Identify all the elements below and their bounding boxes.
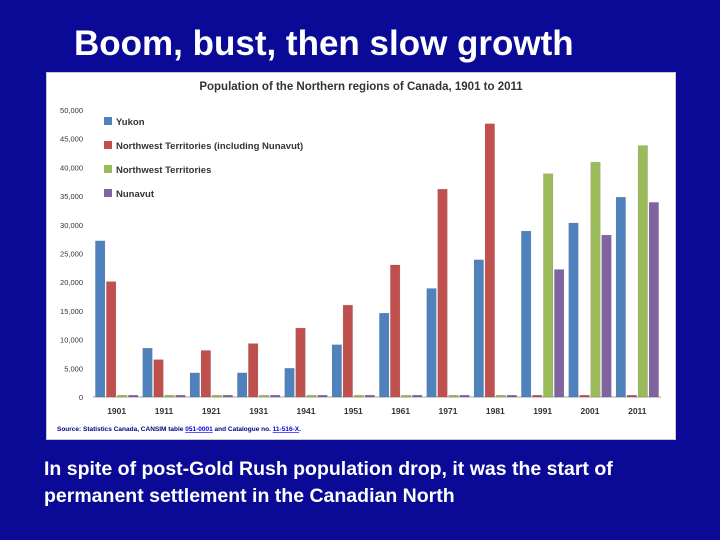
source-prefix: Source: Statistics Canada, CANSIM table <box>57 426 185 433</box>
bar-yukon-2001 <box>568 222 579 398</box>
legend-label: Northwest Territories (including Nunavut… <box>116 141 303 152</box>
bar-nunavut-1981 <box>506 394 517 398</box>
y-tick-label: 15,000 <box>60 307 83 316</box>
x-tick-label: 1921 <box>202 406 221 416</box>
bar-nunavut-1921 <box>222 394 233 398</box>
source-middle: and Catalogue no. <box>213 426 273 433</box>
bar-northwest-territories-1931 <box>259 394 270 398</box>
source-link-table[interactable]: 051-0001 <box>185 426 213 433</box>
bar-northwest-territories-including-nunavut-1911 <box>153 359 164 398</box>
bar-northwest-territories-1951 <box>353 394 364 398</box>
x-tick-label: 1981 <box>486 406 505 416</box>
bar-yukon-1981 <box>473 259 484 398</box>
y-tick-label: 50,000 <box>60 106 83 115</box>
legend-label: Northwest Territories <box>116 165 211 176</box>
x-tick-label: 1901 <box>107 406 126 416</box>
x-axis: 1901 1911 1921 1931 1941 1951 1961 1971 1981 1991… <box>107 406 647 416</box>
x-tick-label: 1911 <box>155 406 174 416</box>
legend-swatch <box>104 189 112 197</box>
bar-northwest-territories-including-nunavut-1971 <box>437 188 448 398</box>
bar-northwest-territories-including-nunavut-1931 <box>248 343 259 398</box>
legend-swatch <box>104 141 112 149</box>
bar-northwest-territories-2001 <box>590 161 601 398</box>
bar-nunavut-2011 <box>648 202 659 398</box>
bar-yukon-1991 <box>521 230 532 398</box>
bar-nunavut-1951 <box>364 394 375 398</box>
bar-nunavut-1941 <box>317 394 328 398</box>
bar-northwest-territories-including-nunavut-2011 <box>626 394 637 398</box>
y-tick-label: 20,000 <box>60 278 83 287</box>
bar-northwest-territories-1991 <box>543 173 554 398</box>
bar-nunavut-1971 <box>459 394 470 398</box>
x-tick-label: 2011 <box>628 406 647 416</box>
bar-northwest-territories-including-nunavut-1941 <box>295 327 306 398</box>
bar-nunavut-1911 <box>175 394 186 398</box>
bar-northwest-territories-1981 <box>495 394 506 398</box>
y-tick-label: 45,000 <box>60 135 83 144</box>
legend-label: Nunavut <box>116 189 155 200</box>
bar-yukon-1971 <box>426 288 437 398</box>
source-suffix: . <box>299 426 301 433</box>
legend-swatch <box>104 117 112 125</box>
bar-northwest-territories-1971 <box>448 394 459 398</box>
bar-yukon-1941 <box>284 368 295 398</box>
legend: Yukon Northwest Territories (including Nu… <box>104 117 303 200</box>
chart-title: Population of the Northern regions of Ca… <box>199 81 523 93</box>
bar-northwest-territories-1911 <box>164 394 175 398</box>
x-tick-label: 1971 <box>439 406 458 416</box>
bar-nunavut-2001 <box>601 234 612 398</box>
y-tick-label: 35,000 <box>60 192 83 201</box>
bar-yukon-1931 <box>237 372 248 398</box>
bar-northwest-territories-including-nunavut-2001 <box>579 394 590 398</box>
bar-yukon-1921 <box>189 372 200 398</box>
bar-nunavut-1901 <box>128 394 139 398</box>
bar-northwest-territories-including-nunavut-1901 <box>106 281 117 398</box>
source-link-catalogue[interactable]: 11-516-X <box>273 426 300 433</box>
bar-northwest-territories-including-nunavut-1991 <box>532 394 543 398</box>
bar-northwest-territories-1961 <box>401 394 412 398</box>
x-tick-label: 1931 <box>249 406 268 416</box>
y-tick-label: 0 <box>79 393 83 402</box>
bar-nunavut-1991 <box>554 269 565 398</box>
x-tick-label: 1941 <box>297 406 316 416</box>
y-axis: 0 5,000 10,000 15,000 20,000 25,000 30,000 35,0… <box>60 106 661 402</box>
x-tick-label: 1991 <box>533 406 552 416</box>
x-tick-label: 1951 <box>344 406 363 416</box>
slide-caption: In spite of post-Gold Rush population dr… <box>44 458 613 507</box>
bar-yukon-2011 <box>615 196 626 398</box>
bar-northwest-territories-including-nunavut-1921 <box>200 350 211 398</box>
bar-northwest-territories-1921 <box>211 394 222 398</box>
y-tick-label: 5,000 <box>64 364 83 373</box>
bar-nunavut-1931 <box>270 394 281 398</box>
bar-northwest-territories-including-nunavut-1961 <box>390 264 401 398</box>
legend-label: Yukon <box>116 117 145 128</box>
bar-northwest-territories-including-nunavut-1951 <box>342 304 353 398</box>
y-tick-label: 10,000 <box>60 336 83 345</box>
x-tick-label: 1961 <box>391 406 410 416</box>
bar-yukon-1901 <box>95 240 106 398</box>
y-tick-label: 25,000 <box>60 250 83 259</box>
x-tick-label: 2001 <box>581 406 600 416</box>
bar-yukon-1961 <box>379 312 390 398</box>
bar-northwest-territories-2011 <box>637 145 648 398</box>
legend-swatch <box>104 165 112 173</box>
y-tick-label: 30,000 <box>60 221 83 230</box>
chart-panel: Population of the Northern regions of Ca… <box>46 72 676 440</box>
bars <box>95 123 659 398</box>
bar-northwest-territories-including-nunavut-1981 <box>484 123 495 398</box>
population-bar-chart: Population of the Northern regions of Ca… <box>57 81 661 433</box>
chart-source-note: Source: Statistics Canada, CANSIM table … <box>57 426 301 433</box>
y-tick-label: 40,000 <box>60 163 83 172</box>
bar-yukon-1951 <box>331 344 342 398</box>
bar-yukon-1911 <box>142 347 153 398</box>
bar-northwest-territories-1941 <box>306 394 317 398</box>
bar-nunavut-1961 <box>412 394 423 398</box>
slide-title: Boom, bust, then slow growth <box>74 24 574 63</box>
bar-northwest-territories-1901 <box>117 394 128 398</box>
